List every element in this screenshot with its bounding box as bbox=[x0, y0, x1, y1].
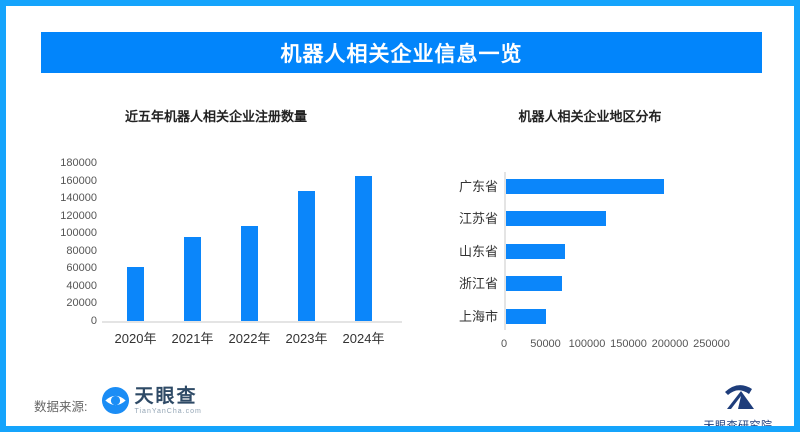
y-axis-category-label: 江苏省 bbox=[458, 211, 498, 227]
y-axis-tick-label: 100000 bbox=[60, 227, 97, 240]
y-axis-category-label: 浙江省 bbox=[458, 276, 498, 292]
bar-2021年 bbox=[184, 236, 201, 321]
tianyancha-logo-text: 天眼查 bbox=[134, 386, 198, 407]
bar-广东省 bbox=[506, 179, 664, 194]
data-source-label: 数据来源: bbox=[34, 400, 88, 414]
x-axis-tick-label: 200000 bbox=[651, 338, 689, 350]
region-bar-chart: 机器人相关企业地区分布 0 50000 100000 150000 200000 2500… bbox=[440, 100, 780, 362]
data-source-area: 数据来源: 天眼查 TianYanCha.com bbox=[34, 384, 202, 415]
y-axis-tick-label: 140000 bbox=[60, 192, 97, 205]
bar-浙江省 bbox=[506, 276, 563, 292]
x-axis-line bbox=[102, 321, 402, 323]
y-axis-line bbox=[504, 172, 506, 330]
y-axis-category-label: 广东省 bbox=[458, 179, 498, 194]
x-axis-tick-label: 250000 bbox=[693, 338, 730, 350]
left-chart-title: 近五年机器人相关企业注册数量 bbox=[124, 109, 307, 124]
bar-2022年 bbox=[241, 226, 258, 321]
x-axis-tick-label: 50000 bbox=[530, 338, 561, 350]
y-axis-tick-label: 0 bbox=[90, 315, 97, 327]
y-axis-tick-label: 60000 bbox=[66, 262, 97, 275]
x-axis-tick-label: 0 bbox=[500, 338, 508, 350]
registrations-bar-chart: 近五年机器人相关企业注册数量 0 20000 40000 60000 80000 1000… bbox=[60, 100, 420, 362]
bar-2023年 bbox=[298, 191, 315, 321]
y-axis-category-label: 山东省 bbox=[458, 243, 498, 259]
tianyancha-wordmark: 天眼查 TianYanCha.com bbox=[134, 384, 201, 415]
bar-2020年 bbox=[127, 266, 144, 321]
y-axis-tick-label: 180000 bbox=[60, 157, 97, 169]
x-axis-category-label: 2022年 bbox=[228, 331, 271, 346]
left-chart-plot: 0 20000 40000 60000 80000 100000 120000 140000 1… bbox=[60, 100, 420, 362]
bar-江苏省 bbox=[506, 211, 606, 227]
x-axis-category-label: 2020年 bbox=[114, 331, 157, 346]
tianyancha-logo-domain: TianYanCha.com bbox=[134, 408, 202, 415]
bar-山东省 bbox=[506, 243, 565, 259]
tianyancha-research-icon bbox=[725, 385, 754, 409]
page-title: 机器人相关企业信息一览 bbox=[280, 42, 523, 66]
x-axis-tick-label: 100000 bbox=[568, 338, 606, 350]
research-institute-area: 天眼查研究院 bbox=[694, 379, 782, 432]
tianyancha-eye-icon bbox=[102, 386, 130, 415]
y-axis-tick-label: 120000 bbox=[60, 209, 97, 222]
y-axis-tick-label: 40000 bbox=[66, 279, 97, 292]
x-axis-category-label: 2023年 bbox=[285, 331, 328, 346]
y-axis-category-label: 上海市 bbox=[458, 308, 498, 324]
y-axis-tick-label: 80000 bbox=[66, 244, 97, 257]
right-chart-plot: 0 50000 100000 150000 200000 250000 广东省江苏省山东省浙… bbox=[440, 100, 780, 362]
right-chart-title: 机器人相关企业地区分布 bbox=[518, 109, 662, 124]
x-axis-tick-label: 150000 bbox=[610, 338, 647, 350]
x-axis-category-label: 2024年 bbox=[342, 331, 385, 346]
bar-2024年 bbox=[355, 176, 372, 321]
y-axis-tick-label: 20000 bbox=[66, 297, 97, 310]
page-title-banner: 机器人相关企业信息一览 bbox=[41, 32, 762, 73]
x-axis-category-label: 2021年 bbox=[171, 331, 214, 346]
research-institute-label: 天眼查研究院 bbox=[703, 420, 773, 432]
bar-上海市 bbox=[506, 308, 546, 324]
y-axis-tick-label: 160000 bbox=[60, 174, 97, 187]
